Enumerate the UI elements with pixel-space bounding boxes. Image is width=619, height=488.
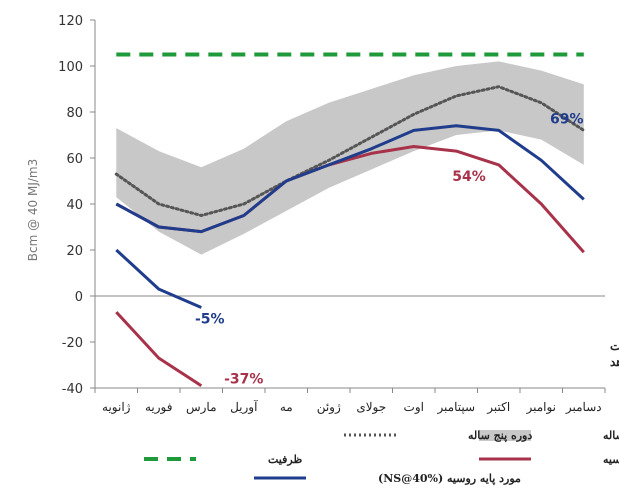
legend-label-3: مورد پایه روسیه [603, 453, 619, 466]
x-tick-label: فوریه [145, 400, 173, 414]
legend-label-1: دوره پنج ساله [468, 429, 532, 442]
legend-label-0: دوره پنج ساله [603, 429, 619, 442]
data-label-0: 69% [550, 112, 584, 128]
data-label-3: -37% [224, 371, 263, 387]
x-tick-label: دسامبر [565, 400, 602, 414]
annotation-line-2: که بتواند کمبود عرضه را کاهش دهد [610, 355, 619, 370]
y-tick-label: -40 [62, 382, 83, 397]
x-tick-label: مه [280, 400, 293, 414]
legend-label-2: ظرفیت [268, 453, 302, 466]
annotation-line-1: توجه: هیچ گونه اقدام جبرانی در نظر گرفته… [610, 338, 619, 354]
x-tick-label: جولای [356, 400, 386, 414]
series-line-5 [115, 311, 203, 387]
x-tick-label: اوت [404, 400, 424, 414]
y-tick-label: 100 [58, 60, 83, 75]
legend-label-4: مورد پایه روسیه (NS@40%) [378, 472, 521, 485]
x-tick-label: آوریل [230, 399, 258, 414]
series-line-4 [115, 248, 202, 309]
y-tick-label: 60 [66, 152, 83, 167]
y-tick-label: 80 [66, 106, 83, 121]
series-line-3 [115, 124, 585, 234]
y-tick-label: 40 [66, 198, 83, 213]
data-label-1: 54% [452, 169, 486, 185]
y-tick-label: 120 [58, 14, 83, 29]
series-line-0 [114, 85, 586, 217]
y-tick-label: 0 [75, 290, 83, 305]
x-tick-label: اکتبر [486, 400, 510, 414]
x-tick-label: مارس [186, 400, 217, 414]
x-tick-label: سپتامبر [436, 400, 475, 414]
legend-swatch-0 [479, 430, 531, 441]
x-tick-label: ژوئن [317, 400, 341, 414]
y-tick-label: -20 [62, 336, 83, 351]
x-tick-label: ژانویه [102, 400, 131, 414]
data-label-2: -5% [195, 312, 225, 328]
y-axis-label: Bcm @ 40 MJ/m3 [26, 159, 40, 262]
y-tick-label: 20 [66, 244, 83, 259]
x-tick-label: نوامبر [525, 400, 556, 414]
